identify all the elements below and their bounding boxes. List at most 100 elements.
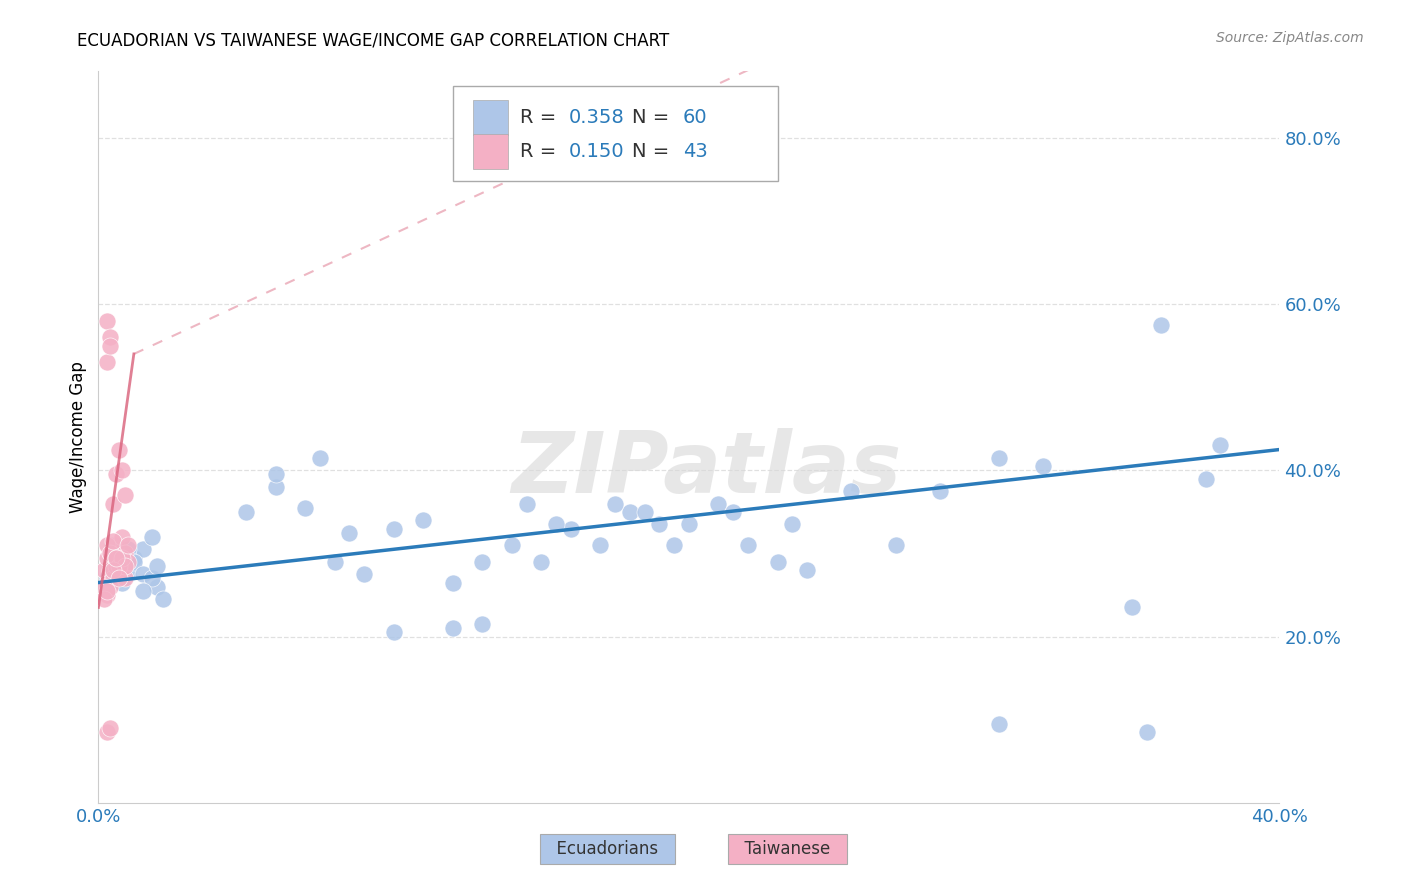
FancyBboxPatch shape	[453, 86, 778, 181]
Point	[707, 497, 730, 511]
Text: R =: R =	[520, 143, 562, 161]
Point	[98, 338, 121, 352]
Point	[98, 563, 121, 577]
Y-axis label: Wage/Income Gap: Wage/Income Gap	[69, 361, 87, 513]
Point	[1150, 318, 1173, 332]
Point	[114, 558, 136, 573]
Point	[412, 513, 434, 527]
Text: ECUADORIAN VS TAIWANESE WAGE/INCOME GAP CORRELATION CHART: ECUADORIAN VS TAIWANESE WAGE/INCOME GAP …	[77, 31, 669, 49]
Point	[103, 563, 125, 577]
Point	[441, 575, 464, 590]
Point	[141, 530, 163, 544]
Point	[619, 505, 641, 519]
Point	[1209, 438, 1232, 452]
Point	[114, 488, 136, 502]
Point	[103, 571, 125, 585]
Point	[723, 505, 745, 519]
Text: Source: ZipAtlas.com: Source: ZipAtlas.com	[1216, 31, 1364, 45]
Point	[634, 505, 657, 519]
Point	[117, 567, 139, 582]
Point	[111, 550, 134, 565]
Point	[111, 463, 134, 477]
Text: 60: 60	[683, 108, 707, 127]
Point	[96, 583, 118, 598]
Point	[103, 538, 125, 552]
Point	[98, 721, 121, 735]
Point	[117, 542, 139, 557]
Point	[516, 497, 538, 511]
Point	[103, 533, 125, 548]
Point	[98, 580, 121, 594]
Point	[648, 517, 671, 532]
Point	[264, 480, 287, 494]
Point	[98, 546, 121, 560]
Point	[605, 497, 627, 511]
Point	[1032, 459, 1054, 474]
Text: ZIPatlas: ZIPatlas	[512, 428, 901, 511]
Point	[132, 542, 155, 557]
Point	[108, 567, 131, 582]
Point	[93, 563, 115, 577]
Point	[96, 550, 118, 565]
Point	[294, 500, 316, 515]
Point	[105, 550, 128, 565]
Point	[1136, 725, 1159, 739]
Point	[108, 550, 131, 565]
Point	[841, 484, 863, 499]
Point	[103, 555, 125, 569]
Point	[353, 567, 375, 582]
Point	[988, 450, 1011, 465]
Point	[111, 575, 134, 590]
Point	[146, 580, 169, 594]
Point	[114, 571, 136, 585]
Point	[114, 546, 136, 560]
Point	[323, 555, 346, 569]
Point	[96, 725, 118, 739]
Point	[96, 588, 118, 602]
Point	[96, 571, 118, 585]
Point	[122, 550, 145, 565]
Point	[108, 558, 131, 573]
Point	[111, 563, 134, 577]
Point	[105, 550, 128, 565]
Point	[96, 575, 118, 590]
Text: 0.358: 0.358	[568, 108, 624, 127]
Point	[382, 625, 405, 640]
Point	[96, 355, 118, 369]
Bar	[472, 135, 508, 169]
Point	[309, 450, 332, 465]
Point	[122, 555, 145, 569]
Point	[105, 558, 128, 573]
Point	[737, 538, 759, 552]
Point	[141, 571, 163, 585]
Point	[1195, 472, 1218, 486]
Point	[382, 521, 405, 535]
Text: R =: R =	[520, 108, 562, 127]
Point	[929, 484, 952, 499]
Point	[766, 555, 789, 569]
Point	[111, 530, 134, 544]
Point	[111, 563, 134, 577]
Point	[339, 525, 361, 540]
Point	[146, 558, 169, 573]
Point	[93, 580, 115, 594]
Point	[105, 467, 128, 482]
Text: N =: N =	[633, 108, 676, 127]
Point	[98, 546, 121, 560]
Point	[678, 517, 700, 532]
Text: 43: 43	[683, 143, 707, 161]
Point	[664, 538, 686, 552]
Text: 0.150: 0.150	[568, 143, 624, 161]
Point	[132, 567, 155, 582]
Point	[471, 555, 494, 569]
Point	[441, 621, 464, 635]
Text: N =: N =	[633, 143, 676, 161]
Point	[108, 442, 131, 457]
Point	[108, 571, 131, 585]
Point	[884, 538, 907, 552]
Point	[796, 563, 818, 577]
Point	[98, 330, 121, 344]
Point	[132, 583, 155, 598]
Point	[560, 521, 582, 535]
Point	[103, 497, 125, 511]
